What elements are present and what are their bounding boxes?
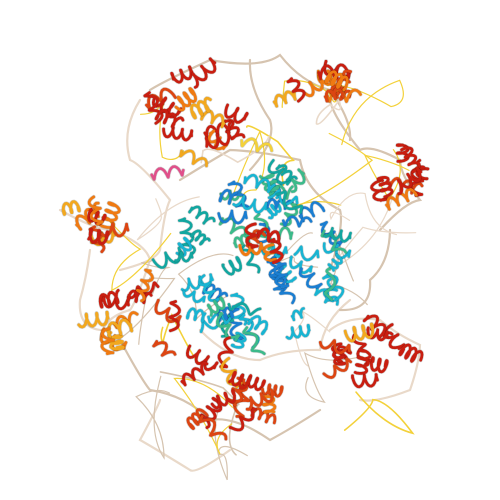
protein-ribbon-figure [0,0,500,500]
protein-structure-image [0,0,500,500]
